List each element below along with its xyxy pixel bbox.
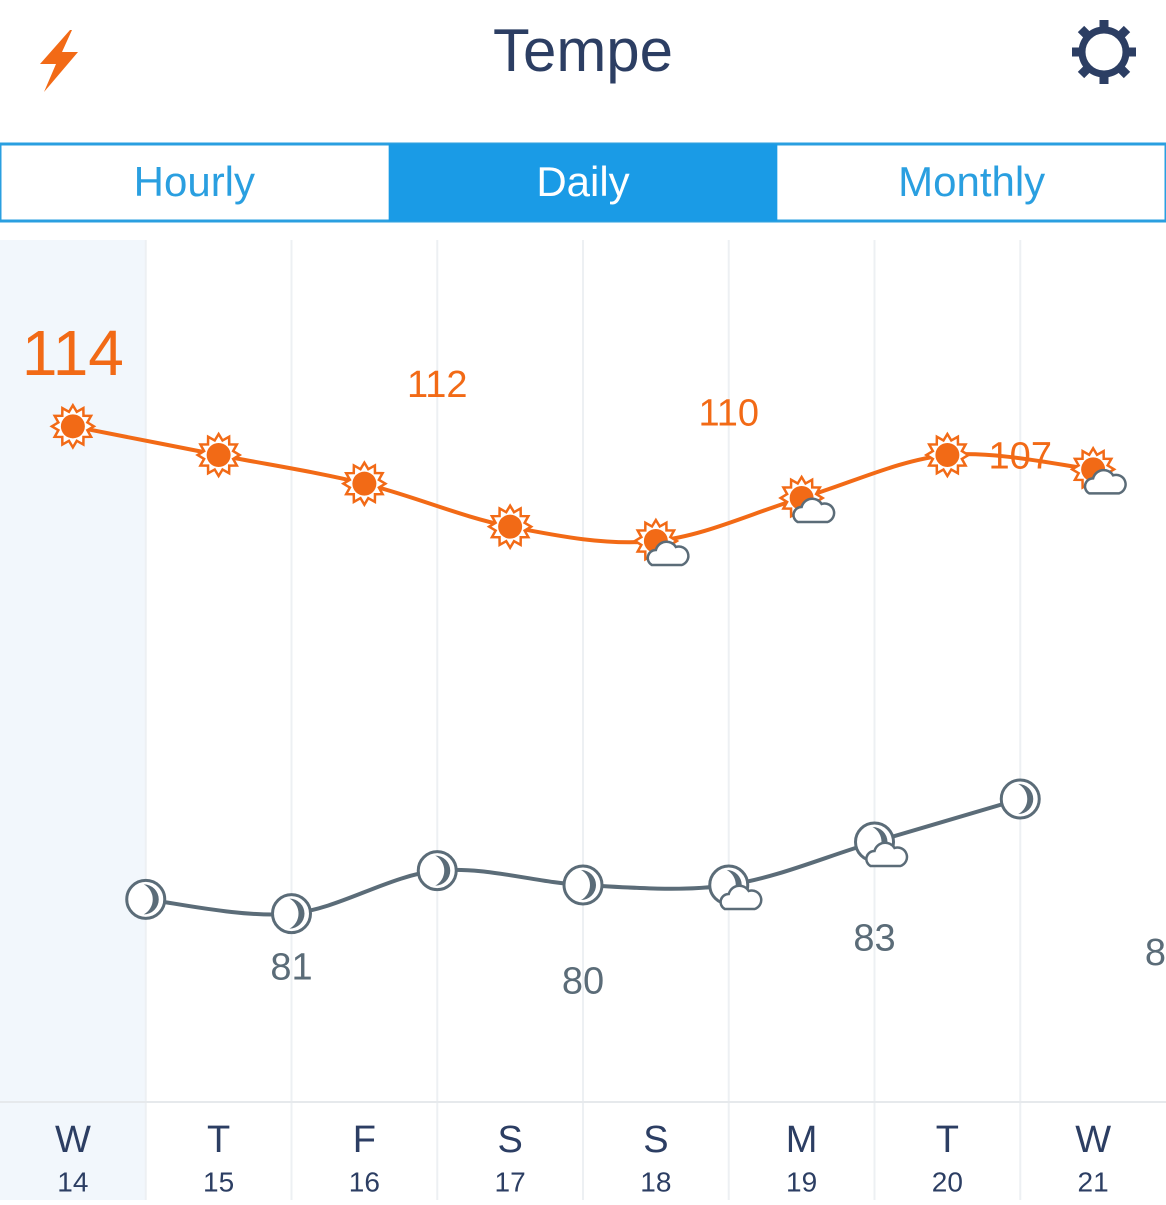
moon-disc (999, 778, 1041, 820)
temperature-label: 107 (989, 436, 1052, 478)
city-title: Tempe (493, 17, 673, 84)
tab-bar: Hourly Daily Monthly (0, 142, 1166, 223)
temperature-label: 83 (853, 918, 895, 960)
settings-icon[interactable] (1072, 20, 1136, 84)
temperature-label: 80 (562, 961, 604, 1003)
moon-crescent (143, 884, 159, 915)
temperature-label: 114 (22, 317, 124, 389)
lightning-icon[interactable] (40, 30, 78, 92)
weather-icon (340, 460, 388, 508)
day-letter: S (643, 1119, 668, 1161)
cloud (865, 841, 909, 868)
sun-disc (206, 443, 231, 467)
tab-label[interactable]: Hourly (134, 158, 255, 205)
day-letter: W (1075, 1119, 1111, 1161)
day-date: 18 (640, 1166, 671, 1197)
weather-icon (1069, 445, 1127, 495)
day-letter: W (55, 1119, 91, 1161)
weather-icon (125, 878, 167, 920)
day-date: 21 (1078, 1166, 1109, 1197)
weather-icon (854, 821, 909, 868)
weather-icon (271, 893, 312, 935)
weather-icon (632, 517, 690, 567)
sun-disc (352, 471, 377, 496)
temperature-label: 82 (1145, 932, 1166, 974)
day-date: 19 (786, 1166, 817, 1197)
weather-icon (562, 864, 604, 906)
moon-crescent (1018, 784, 1034, 814)
temperature-label: 81 (270, 946, 312, 988)
weather-icon (708, 864, 763, 911)
moon-crescent (289, 898, 305, 929)
day-date: 20 (932, 1166, 963, 1197)
tab-selected[interactable] (388, 144, 778, 221)
weather-icon (49, 402, 97, 450)
day-date: 17 (495, 1166, 526, 1197)
cloud (1083, 468, 1127, 495)
tab-label[interactable]: Monthly (898, 158, 1045, 205)
day-letter: S (497, 1119, 522, 1161)
moon-crescent (581, 870, 596, 900)
moon-disc (562, 864, 604, 906)
today-highlight (0, 240, 146, 1200)
weather-icon (999, 778, 1041, 820)
weather-icon (923, 431, 971, 479)
moon-disc (271, 893, 312, 935)
temperature-label: 112 (407, 364, 468, 406)
day-letter: M (786, 1119, 818, 1161)
weather-icon (486, 503, 534, 551)
chart: W14T15F16S17S18M19T20W211141121101071061… (0, 240, 1166, 1200)
temperature-label: 110 (698, 393, 759, 435)
cloud (719, 884, 763, 911)
day-date: 14 (57, 1166, 88, 1197)
cloud (792, 497, 836, 524)
moon-crescent (435, 855, 451, 886)
day-date: 16 (349, 1166, 380, 1197)
sun-disc (498, 514, 523, 539)
sun-disc (60, 414, 85, 439)
weather-icon (778, 474, 836, 524)
tab-label[interactable]: Daily (536, 158, 629, 205)
day-letter: T (207, 1119, 230, 1161)
moon-disc (125, 878, 167, 920)
day-letter: T (936, 1119, 959, 1161)
cloud (646, 540, 690, 567)
moon-disc (416, 850, 458, 892)
weather-icon (416, 850, 458, 892)
day-date: 15 (203, 1166, 234, 1197)
day-letter: F (353, 1119, 376, 1161)
sun-disc (935, 443, 960, 467)
weather-icon (195, 431, 243, 479)
